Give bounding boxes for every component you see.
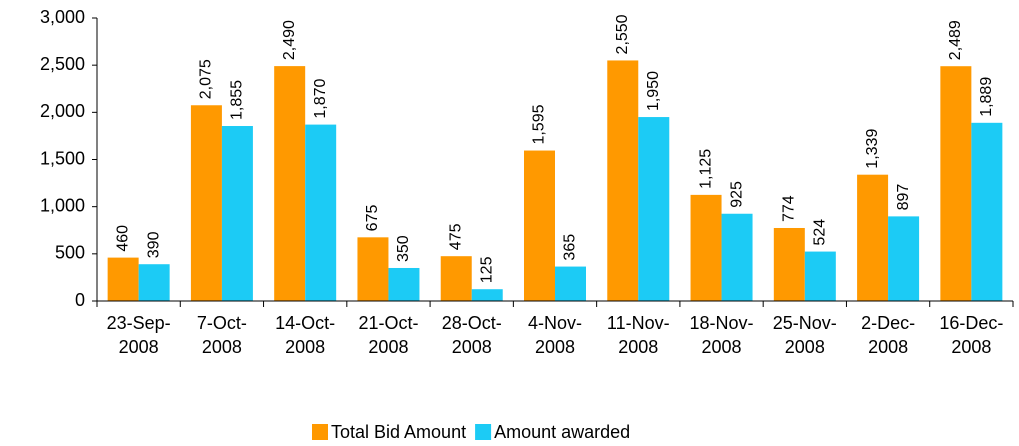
- bar: [690, 194, 722, 301]
- bar: [888, 216, 920, 301]
- bar: [555, 266, 586, 301]
- value-label: 675: [364, 205, 381, 232]
- bar: [388, 267, 420, 301]
- value-label: 1,950: [645, 71, 662, 111]
- x-tick-label: 25-Nov-2008: [772, 313, 837, 357]
- value-label: 524: [812, 219, 829, 246]
- legend-swatch: [475, 424, 492, 440]
- value-label: 1,889: [978, 77, 995, 117]
- bar: [773, 227, 805, 301]
- x-tick-label: 4-Nov-2008: [527, 313, 582, 357]
- value-label: 2,550: [614, 14, 631, 54]
- value-label: 125: [478, 256, 495, 283]
- value-label: 2,489: [947, 20, 964, 60]
- value-label: 460: [114, 225, 131, 252]
- x-tick-label: 21-Oct-2008: [358, 313, 419, 357]
- value-label: 1,595: [531, 104, 548, 144]
- x-tick-label: 23-Sep-2008: [106, 313, 171, 357]
- x-tick-label: 18-Nov-2008: [689, 313, 754, 357]
- y-tick-label: 2,000: [40, 101, 85, 121]
- bar: [440, 256, 472, 301]
- bar: [721, 213, 753, 301]
- value-label: 365: [562, 234, 579, 261]
- value-label: 2,490: [281, 20, 298, 60]
- x-tick-label: 7-Oct-2008: [196, 313, 247, 357]
- value-label: 1,125: [697, 149, 714, 189]
- value-label: 2,075: [198, 59, 215, 99]
- value-label: 1,855: [229, 80, 246, 120]
- x-tick-label: 2-Dec-2008: [861, 313, 916, 357]
- value-label: 774: [781, 195, 798, 222]
- bar: [138, 264, 170, 301]
- value-label: 897: [895, 184, 912, 211]
- bar: [524, 150, 555, 301]
- x-tick-label: 28-Oct-2008: [441, 313, 502, 357]
- legend-label: Amount awarded: [494, 422, 630, 442]
- bar: [107, 257, 139, 301]
- y-tick-label: 2,500: [40, 54, 85, 74]
- value-label: 1,339: [864, 129, 881, 169]
- bar: [940, 66, 972, 301]
- y-tick-label: 3,000: [40, 7, 85, 27]
- bar: [190, 105, 222, 301]
- value-label: 1,870: [312, 78, 329, 118]
- value-label: 350: [395, 235, 412, 262]
- bar: [607, 60, 639, 302]
- y-tick-label: 500: [55, 243, 85, 263]
- bar: [221, 126, 253, 302]
- value-label: 475: [447, 223, 464, 250]
- x-tick-label: 14-Oct-2008: [275, 313, 336, 357]
- legend-label: Total Bid Amount: [331, 422, 466, 442]
- bar: [274, 66, 306, 301]
- bar: [471, 289, 503, 301]
- bar: [357, 237, 389, 301]
- bar: [638, 117, 670, 301]
- y-tick-label: 1,500: [40, 148, 85, 168]
- bar: [857, 174, 889, 301]
- value-label: 390: [145, 231, 162, 258]
- bar: [804, 251, 836, 301]
- bar: [305, 124, 337, 301]
- y-tick-label: 1,000: [40, 195, 85, 215]
- x-tick-label: 11-Nov-2008: [606, 313, 670, 357]
- value-label: 925: [728, 181, 745, 208]
- bar: [971, 122, 1003, 301]
- y-tick-label: 0: [75, 290, 85, 310]
- x-tick-label: 16-Dec-2008: [939, 313, 1004, 357]
- legend-swatch: [312, 424, 328, 440]
